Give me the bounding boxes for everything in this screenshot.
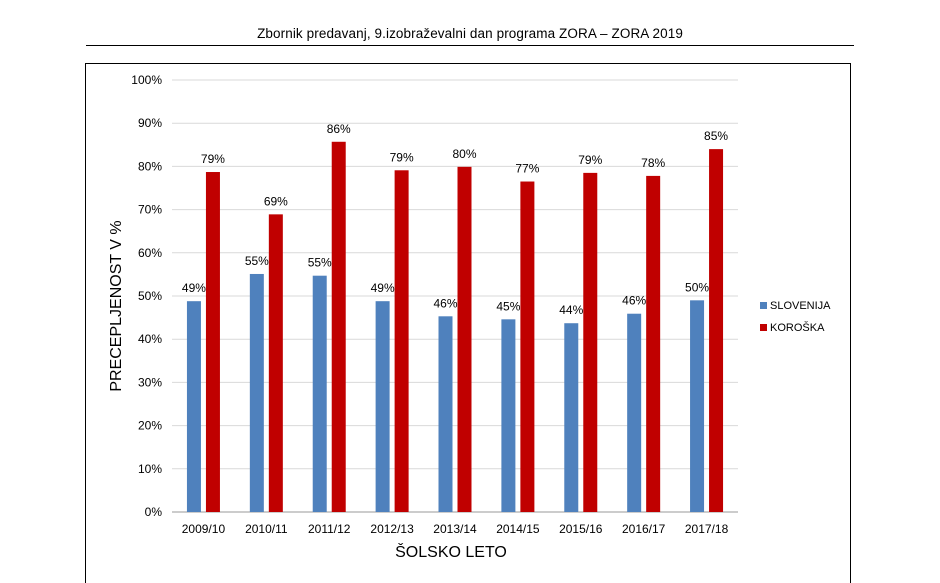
x-tick-label: 2015/16 — [559, 522, 603, 536]
data-label: 50% — [685, 280, 709, 294]
data-label: 49% — [371, 281, 395, 295]
data-label: 77% — [515, 162, 539, 176]
bar-slovenija — [627, 313, 642, 512]
legend-label: KOROŠKA — [770, 321, 825, 334]
data-label: 79% — [201, 152, 225, 166]
document-header-title: Zbornik predavanj, 9.izobraževalni dan p… — [257, 26, 683, 41]
y-axis-title: PRECEPLJENOST V % — [108, 220, 125, 391]
x-tick-label: 2011/12 — [308, 522, 351, 536]
y-tick-label: 40% — [138, 332, 162, 346]
data-label: 79% — [578, 153, 602, 167]
data-label: 46% — [622, 294, 646, 308]
y-tick-label: 30% — [138, 375, 162, 389]
x-tick-label: 2017/18 — [685, 522, 729, 536]
bar-koroska — [583, 172, 598, 512]
bar-koroska — [205, 172, 220, 513]
x-tick-label: 2012/13 — [370, 522, 414, 536]
data-label: 44% — [559, 303, 583, 317]
y-tick-label: 60% — [138, 246, 162, 260]
x-tick-label: 2010/11 — [245, 522, 288, 536]
x-tick-label: 2016/17 — [622, 522, 666, 536]
x-tick-labels: 2009/10 2010/11 2011/12 2012/13 2013/14 2014/… — [182, 522, 729, 536]
y-tick-label: 0% — [145, 505, 163, 519]
bars — [186, 141, 724, 513]
bar-koroska — [520, 181, 535, 512]
data-label: 85% — [704, 129, 728, 143]
bar-slovenija — [501, 319, 516, 512]
bar-koroska — [457, 166, 472, 512]
y-tick-label: 50% — [138, 289, 162, 303]
y-tick-label: 100% — [131, 73, 162, 87]
bar-slovenija — [375, 301, 390, 512]
legend: SLOVENIJA KOROŠKA — [760, 300, 831, 334]
x-tick-label: 2014/15 — [496, 522, 540, 536]
bar-koroska — [709, 149, 724, 512]
legend-swatch — [760, 302, 767, 309]
bar-koroska — [394, 170, 409, 512]
x-tick-label: 2013/14 — [433, 522, 477, 536]
y-tick-label: 70% — [138, 203, 162, 217]
bar-koroska — [268, 214, 283, 513]
bar-slovenija — [438, 316, 453, 512]
y-tick-label: 10% — [138, 462, 162, 476]
x-tick-label: 2009/10 — [182, 522, 226, 536]
legend-label: SLOVENIJA — [770, 300, 831, 312]
bar-koroska — [331, 141, 346, 512]
y-tick-label: 20% — [138, 419, 162, 433]
chart-frame — [85, 63, 851, 583]
bar-koroska — [646, 175, 661, 513]
x-axis-title: ŠOLSKO LETO — [395, 542, 507, 561]
data-label: 55% — [308, 256, 332, 270]
data-label: 78% — [641, 156, 665, 170]
gridlines — [172, 79, 738, 513]
y-tick-labels: 0% 10% 20% 30% 40% 50% 60% 70% 80% 90% 100% — [131, 73, 162, 519]
data-label: 86% — [327, 122, 351, 136]
data-label: 69% — [264, 194, 288, 208]
data-label: 79% — [390, 150, 414, 164]
data-label: 46% — [433, 296, 457, 310]
y-tick-label: 80% — [138, 159, 162, 173]
data-label: 55% — [245, 254, 269, 268]
bar-slovenija — [312, 275, 327, 512]
legend-swatch — [760, 324, 767, 331]
data-labels: 49% 79% 55% 69% 55% 86% 49% 79% 46% 80% 45% 77% 44% 7… — [182, 122, 728, 317]
bar-slovenija — [690, 300, 705, 512]
bar-slovenija — [564, 323, 579, 512]
y-tick-label: 90% — [138, 116, 162, 130]
data-label: 49% — [182, 281, 206, 295]
data-label: 80% — [452, 147, 476, 161]
bar-slovenija — [249, 273, 264, 512]
data-label: 45% — [496, 299, 520, 313]
bar-slovenija — [186, 301, 201, 512]
header-rule — [86, 45, 854, 46]
